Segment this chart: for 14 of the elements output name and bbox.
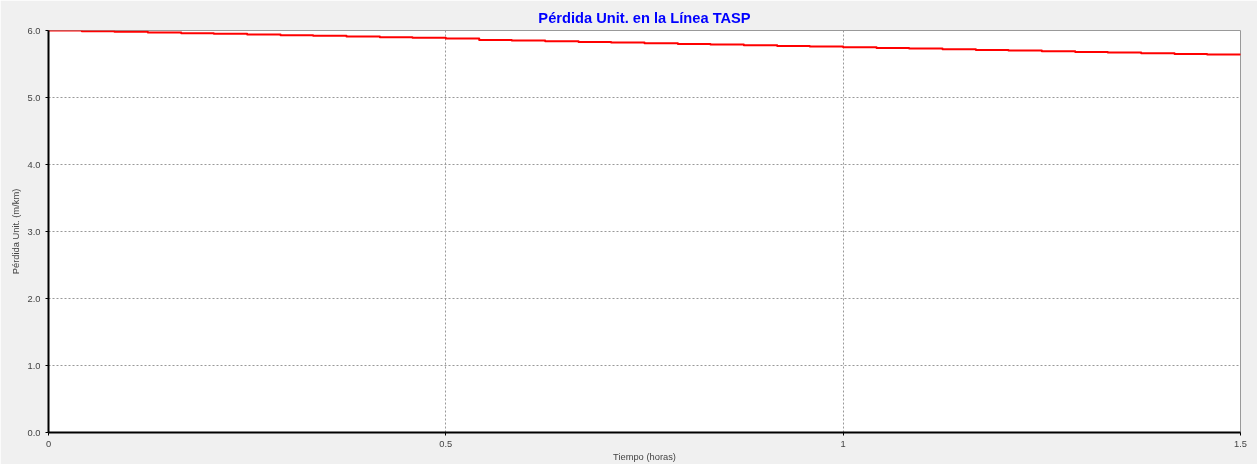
x-tick-label: 0 <box>45 438 52 449</box>
x-tick-label: 1 <box>840 438 846 449</box>
y-tick-label: 5.0 <box>27 92 41 103</box>
x-axis-title: Tiempo (horas) <box>613 451 676 462</box>
y-tick-label: 4.0 <box>27 159 41 170</box>
x-tick-label: 0.5 <box>439 438 453 449</box>
x-tick-label: 1.5 <box>1234 438 1247 449</box>
y-tick-label: 6.0 <box>27 25 41 36</box>
y-axis-title: Pérdida Unit. (m/km) <box>10 188 21 275</box>
y-tick-label: 3.0 <box>27 226 41 237</box>
y-tick-label: 2.0 <box>27 293 41 304</box>
y-tick-label: 0.0 <box>27 427 41 438</box>
chart-title: Pérdida Unit. en la Línea TASP <box>538 9 751 26</box>
y-tick-label: 1.0 <box>27 360 41 371</box>
